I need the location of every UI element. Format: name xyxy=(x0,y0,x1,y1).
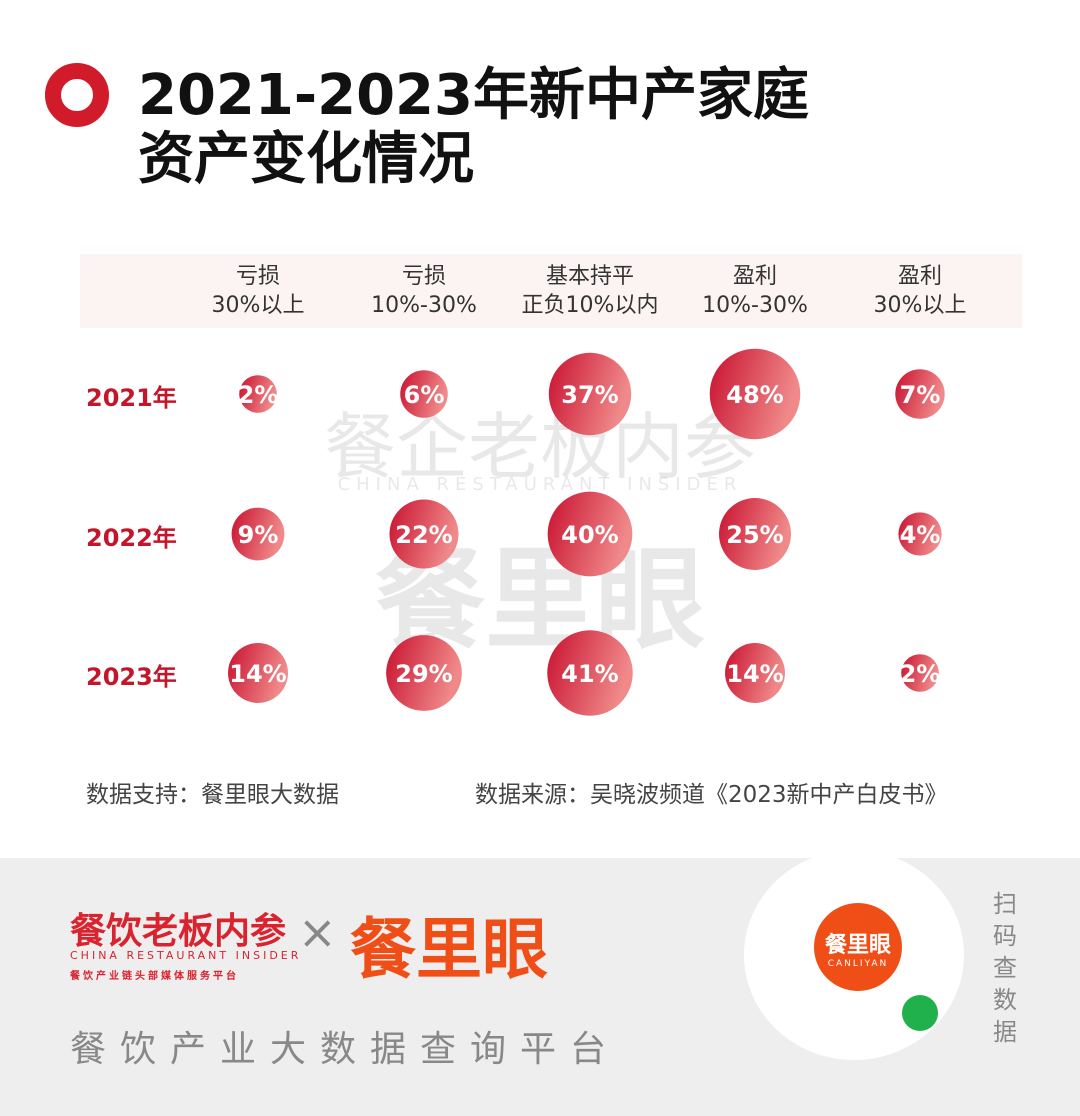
column-header-line2: 10%-30% xyxy=(371,293,477,318)
slogan: 餐饮产业大数据查询平台 xyxy=(70,1029,621,1070)
bubble-label: 37% xyxy=(561,381,618,409)
bubble-label: 9% xyxy=(238,521,279,549)
scan-label: 扫码查数据 xyxy=(993,890,1017,1046)
bubble-label: 2% xyxy=(900,660,941,688)
column-header-line1: 亏损 xyxy=(235,264,280,289)
bubble xyxy=(386,635,462,711)
logo-canliyan: 餐里眼 xyxy=(350,911,548,988)
bubble-label: 22% xyxy=(395,521,452,549)
bubble xyxy=(389,499,459,569)
bubble-label: 4% xyxy=(900,521,941,549)
mini-program-icon xyxy=(902,995,938,1031)
watermark-en: CHINA RESTAURANT INSIDER xyxy=(337,474,743,495)
column-header-line2: 30%以上 xyxy=(211,293,305,318)
logo-restaurant-insider: 餐饮老板内参 xyxy=(70,911,287,952)
logo-sub: 餐饮产业链头部媒体服务平台 xyxy=(70,971,239,982)
bubble xyxy=(239,375,277,413)
row-label: 2023年 xyxy=(86,663,177,691)
column-header: 基本持平正负10%以内 xyxy=(510,262,670,320)
column-header: 亏损 10%-30% xyxy=(344,262,504,320)
watermark-cn: 餐企老板内参 xyxy=(323,405,756,489)
column-header-line1: 亏损 xyxy=(401,264,446,289)
column-header: 盈利 10%-30% xyxy=(675,262,835,320)
bubble xyxy=(901,654,939,692)
data-source: 数据来源：吴晓波频道《2023新中产白皮书》 xyxy=(475,782,948,808)
row-label: 2021年 xyxy=(86,384,177,412)
column-header-line1: 基本持平 xyxy=(545,264,634,289)
bubble-chart: 2% 6% 37% 48% 7% 9% 22% 40% 25% 4% 14% 29% 41% 14% 2% xyxy=(228,348,945,716)
cross-icon: × xyxy=(298,905,337,959)
bubble-label: 29% xyxy=(395,660,452,688)
bubble-label: 41% xyxy=(561,660,618,688)
bubble-label: 40% xyxy=(561,521,618,549)
column-header: 亏损 30%以上 xyxy=(178,262,338,320)
column-header-line2: 30%以上 xyxy=(873,293,967,318)
bubble xyxy=(228,643,288,703)
qr-center-logo: 餐里眼 CANLIYAN xyxy=(814,903,902,991)
bubble xyxy=(719,498,791,570)
row-label: 2022年 xyxy=(86,524,177,552)
bubble-label: 14% xyxy=(229,660,286,688)
column-header-band xyxy=(80,254,1022,328)
bubble-label: 7% xyxy=(900,381,941,409)
bubble xyxy=(547,491,633,577)
bubble xyxy=(725,643,785,703)
bubble xyxy=(547,630,633,716)
page-title: 2021-2023年新中产家庭 资产变化情况 xyxy=(138,63,809,192)
bubble xyxy=(400,370,448,418)
bubble xyxy=(898,512,942,556)
bubble-label: 25% xyxy=(726,521,783,549)
column-header-line2: 10%-30% xyxy=(702,293,808,318)
bubble-label: 6% xyxy=(404,381,445,409)
bubble-label: 48% xyxy=(726,381,783,409)
logo-en: CHINA RESTAURANT INSIDER xyxy=(70,949,302,962)
bubble xyxy=(895,369,945,419)
bubble-label: 14% xyxy=(726,660,783,688)
column-header-line1: 盈利 xyxy=(732,264,777,289)
data-support: 数据支持：餐里眼大数据 xyxy=(86,782,339,808)
bubble xyxy=(709,348,801,440)
bubble-label: 2% xyxy=(238,381,279,409)
column-header-line1: 盈利 xyxy=(897,264,942,289)
column-header: 盈利 30%以上 xyxy=(840,262,1000,320)
bubble xyxy=(231,507,285,561)
column-header-line2: 正负10%以内 xyxy=(521,293,659,318)
bubble xyxy=(548,352,632,436)
